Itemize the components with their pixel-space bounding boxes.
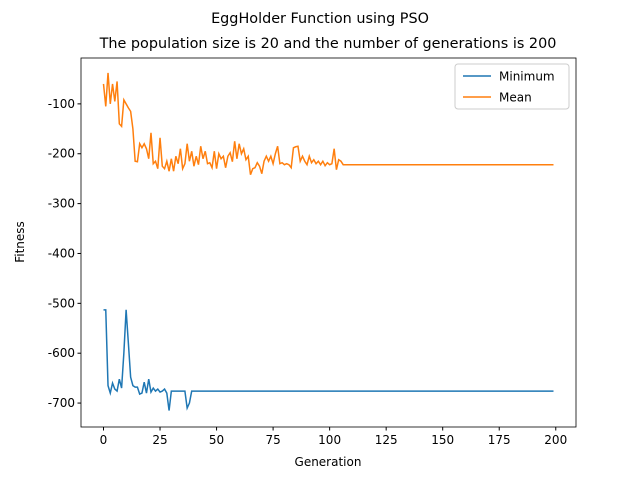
x-tick-label: 150 — [431, 433, 454, 447]
y-tick-label: -200 — [48, 147, 75, 161]
x-tick-label: 125 — [375, 433, 398, 447]
x-tick-label: 200 — [544, 433, 567, 447]
y-tick-label: -400 — [48, 246, 75, 260]
y-tick-label: -700 — [48, 396, 75, 410]
chart-subtitle: The population size is 20 and the number… — [99, 36, 557, 52]
x-tick-label: 0 — [100, 433, 108, 447]
y-axis-label: Fitness — [13, 221, 27, 263]
x-tick-label: 25 — [152, 433, 167, 447]
y-tick-label: -300 — [48, 197, 75, 211]
series-line — [103, 309, 554, 411]
plot-frame — [80, 57, 577, 428]
y-tick-label: -500 — [48, 296, 75, 310]
x-tick-label: 175 — [488, 433, 511, 447]
x-axis-label: Generation — [295, 455, 362, 469]
x-tick-label: 75 — [265, 433, 280, 447]
legend-label: Minimum — [499, 70, 555, 84]
chart-title: EggHolder Function using PSO — [211, 11, 429, 27]
x-tick-label: 50 — [209, 433, 224, 447]
legend-label: Mean — [499, 91, 532, 105]
series-line — [102, 72, 554, 175]
x-tick-label: 100 — [318, 433, 341, 447]
y-tick-label: -600 — [48, 346, 75, 360]
y-tick-label: -100 — [48, 97, 75, 111]
